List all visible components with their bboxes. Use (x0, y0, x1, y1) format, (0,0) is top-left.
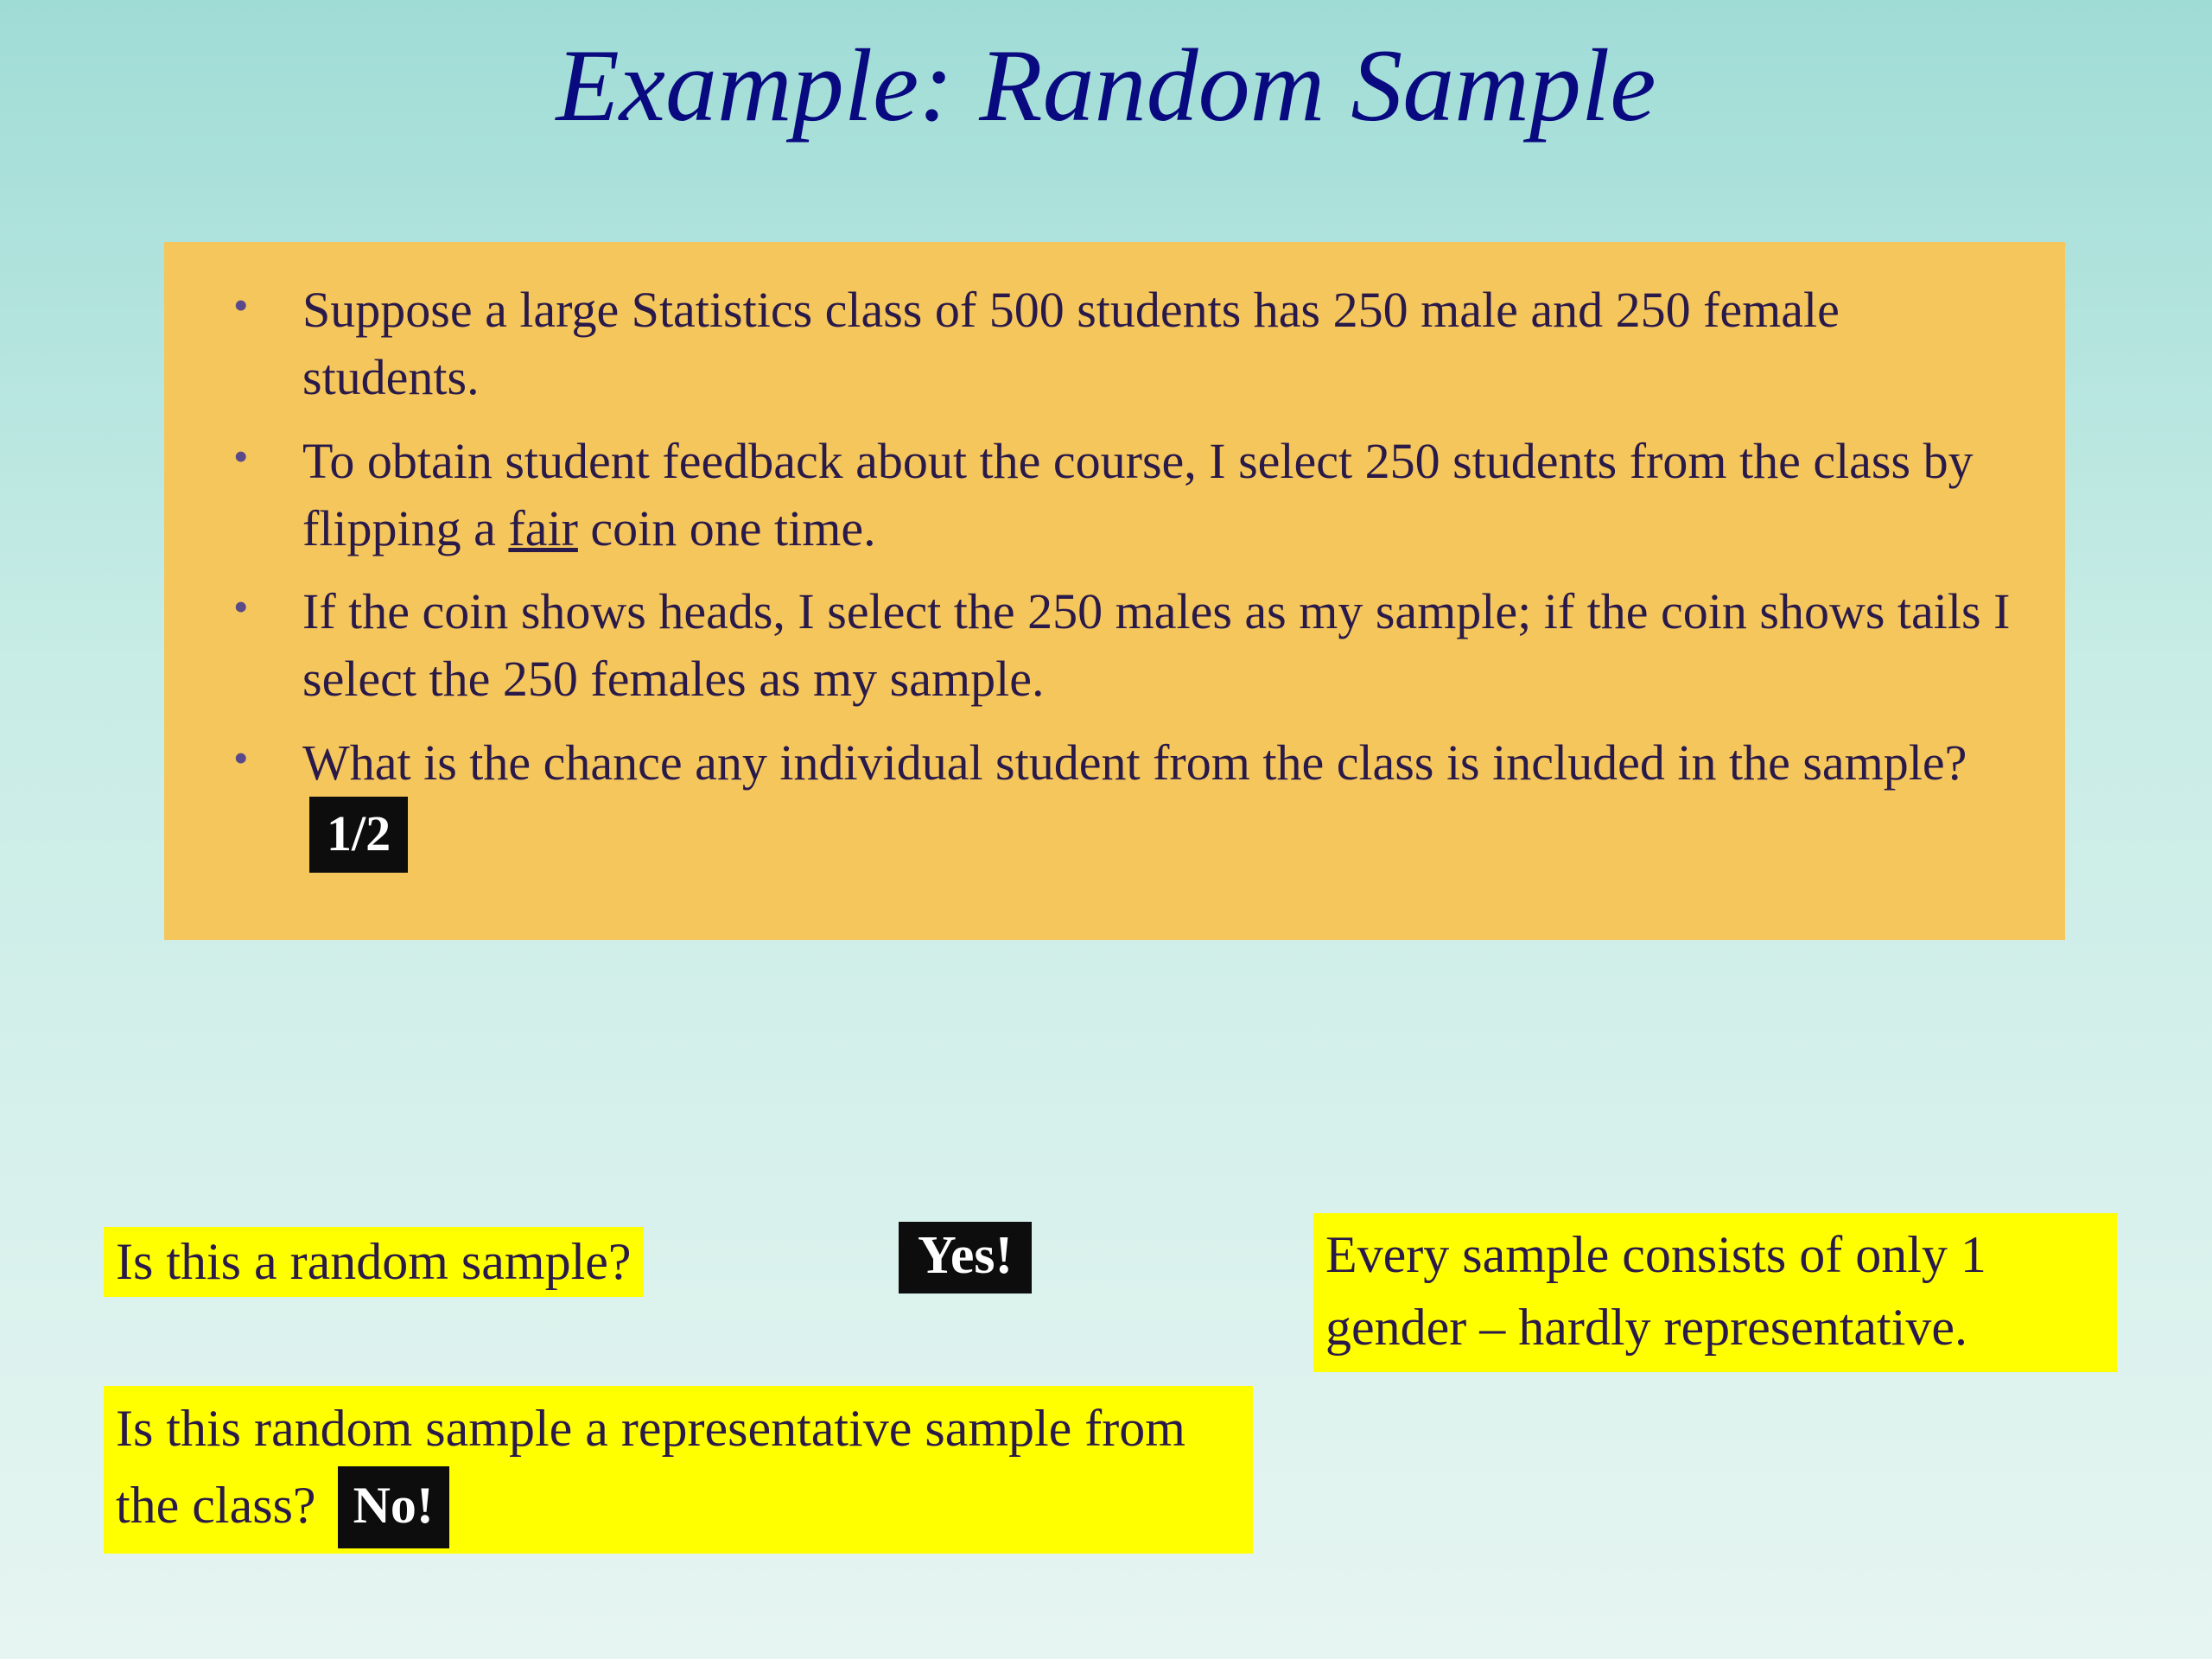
bullet-list: Suppose a large Statistics class of 500 … (207, 276, 2022, 873)
bullet-2-post: coin one time. (578, 500, 876, 556)
answer-box-yes: Yes! (899, 1222, 1032, 1294)
answer-box-no: No! (338, 1466, 449, 1548)
question-1-highlight: Is this a random sample? (104, 1227, 644, 1297)
main-content-box: Suppose a large Statistics class of 500 … (164, 242, 2065, 940)
question-2-text: Is this random sample a representative s… (116, 1400, 1185, 1534)
answer-box-half: 1/2 (309, 797, 408, 873)
bullet-item-3: If the coin shows heads, I select the 25… (207, 578, 2022, 714)
bullet-item-4: What is the chance any individual studen… (207, 729, 2022, 874)
note-highlight: Every sample consists of only 1 gender –… (1313, 1213, 2117, 1372)
bullet-item-1: Suppose a large Statistics class of 500 … (207, 276, 2022, 412)
bullet-4-text: What is the chance any individual studen… (302, 734, 1967, 791)
presentation-slide: Example: Random Sample Suppose a large S… (0, 0, 2212, 1659)
slide-title: Example: Random Sample (0, 26, 2212, 145)
bullet-item-2: To obtain student feedback about the cou… (207, 428, 2022, 563)
bullet-2-underlined: fair (508, 500, 578, 556)
question-2-highlight: Is this random sample a representative s… (104, 1386, 1253, 1554)
